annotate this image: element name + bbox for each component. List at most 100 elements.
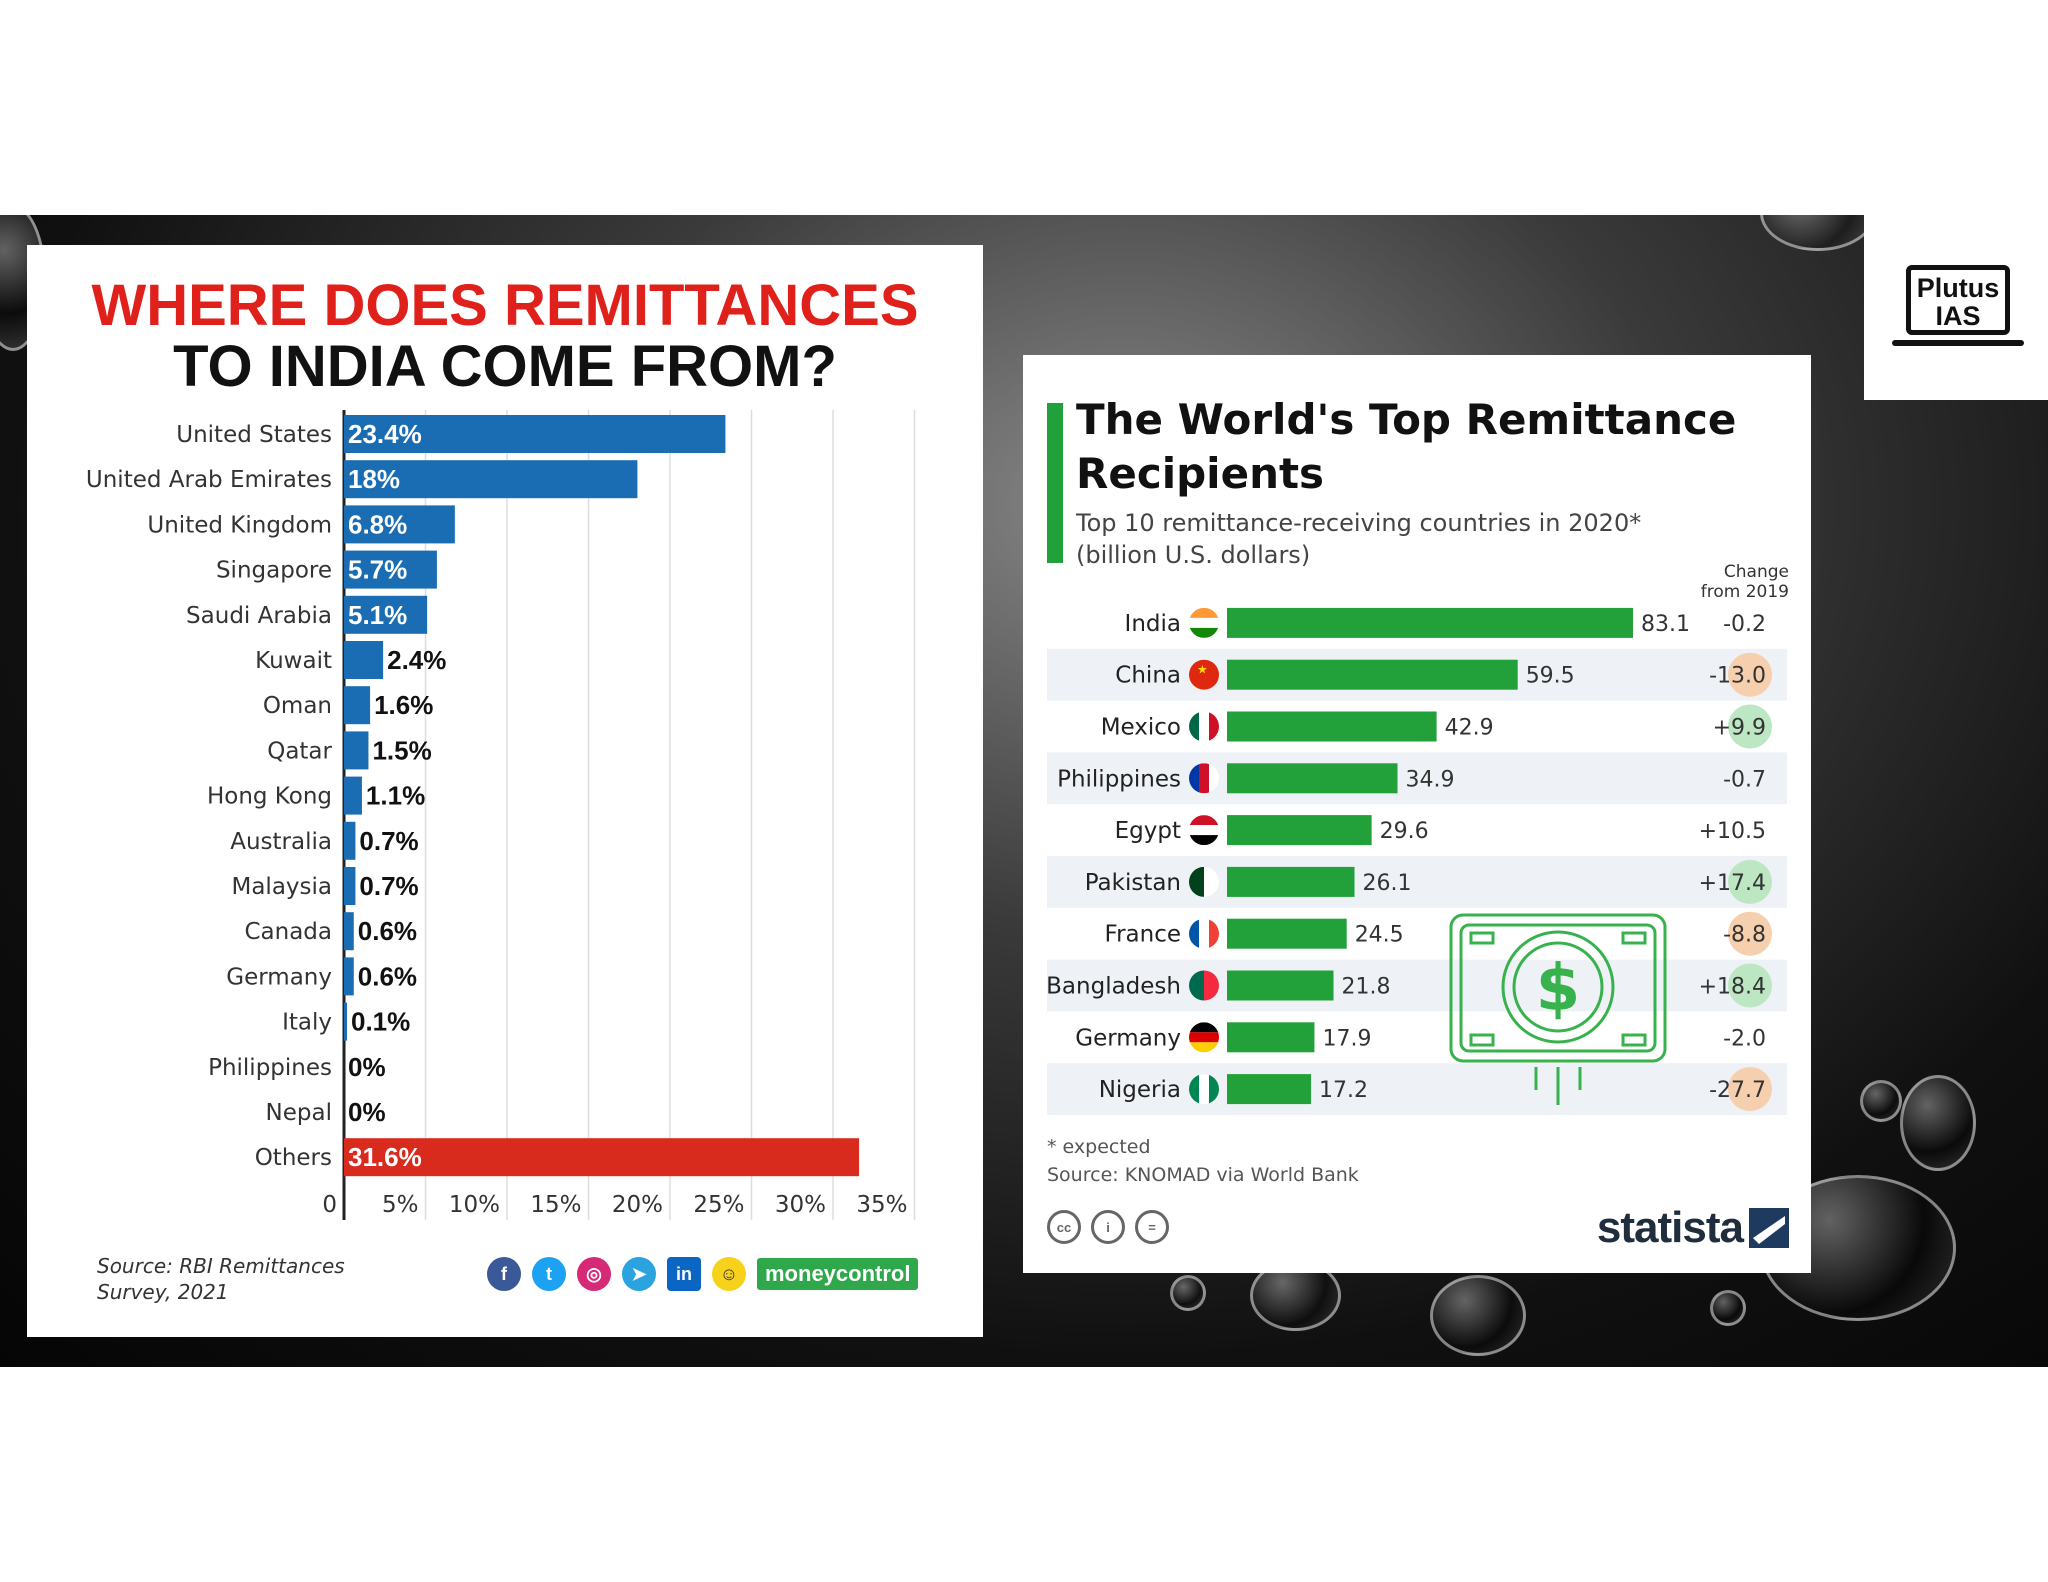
x-tick-label: 0: [322, 1192, 337, 1218]
change-header-line2: from 2019: [1700, 582, 1789, 602]
france-flag-icon: [1189, 918, 1219, 949]
bubble-decoration: [1170, 1275, 1206, 1311]
flag-stripe: [1189, 1042, 1219, 1053]
telegram-icon[interactable]: ➤: [622, 1257, 656, 1291]
statista-wordmark: statista: [1596, 1203, 1744, 1252]
bubble-decoration: [1900, 1075, 1976, 1171]
change-column-header: Change from 2019: [1701, 562, 1789, 602]
linkedin-icon[interactable]: in: [667, 1257, 701, 1291]
value-label: 5.7%: [348, 555, 407, 585]
statista-logo[interactable]: statista: [1597, 1203, 1789, 1253]
category-label: United Arab Emirates: [86, 467, 332, 493]
category-label: Malaysia: [231, 874, 332, 900]
bangladesh-flag-icon: [1189, 970, 1219, 1001]
pakistan-flag-icon: [1189, 866, 1219, 897]
change-highlight: [1728, 1067, 1772, 1112]
bar: [344, 505, 455, 544]
x-tick-label: 20%: [612, 1192, 663, 1218]
value-label: 29.6: [1380, 819, 1429, 844]
flag-stripe: [1189, 866, 1204, 897]
row-stripe: [1047, 856, 1787, 908]
change-highlight: [1728, 911, 1772, 956]
row-stripe: [1047, 1063, 1787, 1115]
change-label: -13.0: [1709, 664, 1766, 689]
category-label: United States: [176, 422, 332, 448]
value-label: 0.6%: [358, 961, 417, 991]
category-label: Italy: [282, 1010, 332, 1036]
change-label: +10.5: [1699, 819, 1766, 844]
flag-fill: [1189, 659, 1219, 690]
logo-line1: Plutus: [1916, 273, 2000, 303]
category-label: Qatar: [267, 738, 332, 764]
cc-icon[interactable]: cc: [1047, 1210, 1081, 1244]
flag-stripe: [1189, 763, 1199, 794]
bubble-decoration: [1430, 1275, 1526, 1356]
bar: [344, 867, 356, 905]
flag-stripe: [1204, 866, 1219, 897]
facebook-icon[interactable]: f: [487, 1257, 521, 1291]
value-label: 0.7%: [359, 871, 418, 901]
plutus-ias-watermark: Plutus IAS: [1864, 215, 2048, 400]
flag-stripe: [1189, 607, 1219, 618]
egypt-flag-icon: [1189, 815, 1219, 846]
coin-inner: [1512, 941, 1604, 1033]
bar: [344, 731, 369, 770]
x-tick-label: 25%: [693, 1192, 744, 1218]
money-detail: [1469, 1033, 1495, 1047]
category-label: Singapore: [216, 558, 332, 584]
china-flag-icon: ★: [1189, 659, 1219, 690]
category-label: Germany: [226, 964, 332, 990]
flag-stripe: [1209, 763, 1219, 794]
snapchat-icon[interactable]: ☺: [712, 1257, 746, 1291]
change-highlight: [1728, 704, 1772, 749]
chart-title-line1: WHERE DOES REMITTANCES: [91, 273, 919, 338]
chart-title: The World's Top Remittance Recipients: [1076, 395, 1737, 498]
bar: [1227, 763, 1398, 794]
change-highlight: [1728, 963, 1772, 1008]
bar: [344, 641, 384, 679]
instagram-icon[interactable]: ◎: [577, 1257, 611, 1291]
flag-stripe: [1209, 1074, 1219, 1105]
money-frame: [1449, 913, 1667, 1063]
flag-stripe: [1189, 711, 1199, 742]
social-icons: f t ◎ ➤ in ☺ moneycontrol: [487, 1257, 919, 1291]
nigeria-flag-icon: [1189, 1074, 1219, 1105]
statista-remittance-panel: The World's Top Remittance Recipients To…: [1023, 355, 1811, 1273]
laptop-base-icon: [1892, 340, 2024, 346]
moneycontrol-logo: moneycontrol: [757, 1258, 919, 1290]
dollar-icon: $: [1536, 952, 1581, 1026]
coin-outer: [1501, 930, 1615, 1044]
value-label: 26.1: [1363, 871, 1412, 896]
change-highlight: [1728, 859, 1772, 904]
twitter-icon[interactable]: t: [532, 1257, 566, 1291]
category-label: Kuwait: [255, 648, 332, 674]
bar: [1227, 711, 1437, 742]
money-detail: [1621, 931, 1647, 945]
value-label: 59.5: [1526, 664, 1575, 689]
flag-stripe: [1199, 711, 1209, 742]
value-label: 21.8: [1342, 975, 1391, 1000]
flag-stripe: [1189, 1022, 1219, 1033]
value-label: 17.2: [1319, 1078, 1368, 1103]
flag-stripe: [1189, 627, 1219, 638]
value-label: 1.6%: [374, 690, 433, 720]
category-label: Hong Kong: [207, 784, 332, 810]
money-illustration-icon: [1449, 913, 1667, 1105]
attribution-icon[interactable]: i: [1091, 1210, 1125, 1244]
value-label: 83.1: [1641, 612, 1690, 637]
flag-stripe: [1199, 918, 1209, 949]
bar: [1227, 970, 1334, 1001]
change-highlight: [1728, 652, 1772, 697]
category-label: United Kingdom: [147, 512, 332, 538]
bar: [344, 776, 362, 815]
category-label: Others: [255, 1145, 332, 1171]
noderivs-icon[interactable]: =: [1135, 1210, 1169, 1244]
value-label: 0.1%: [351, 1007, 410, 1037]
bar: [344, 821, 356, 860]
x-tick-label: 10%: [449, 1192, 500, 1218]
chart-footnote: * expected Source: KNOMAD via World Bank: [1047, 1133, 1359, 1189]
license-icons: cc i =: [1047, 1210, 1169, 1244]
value-label: 23.4%: [348, 419, 422, 449]
value-label: 1.1%: [366, 781, 425, 811]
change-label: +18.4: [1699, 975, 1766, 1000]
